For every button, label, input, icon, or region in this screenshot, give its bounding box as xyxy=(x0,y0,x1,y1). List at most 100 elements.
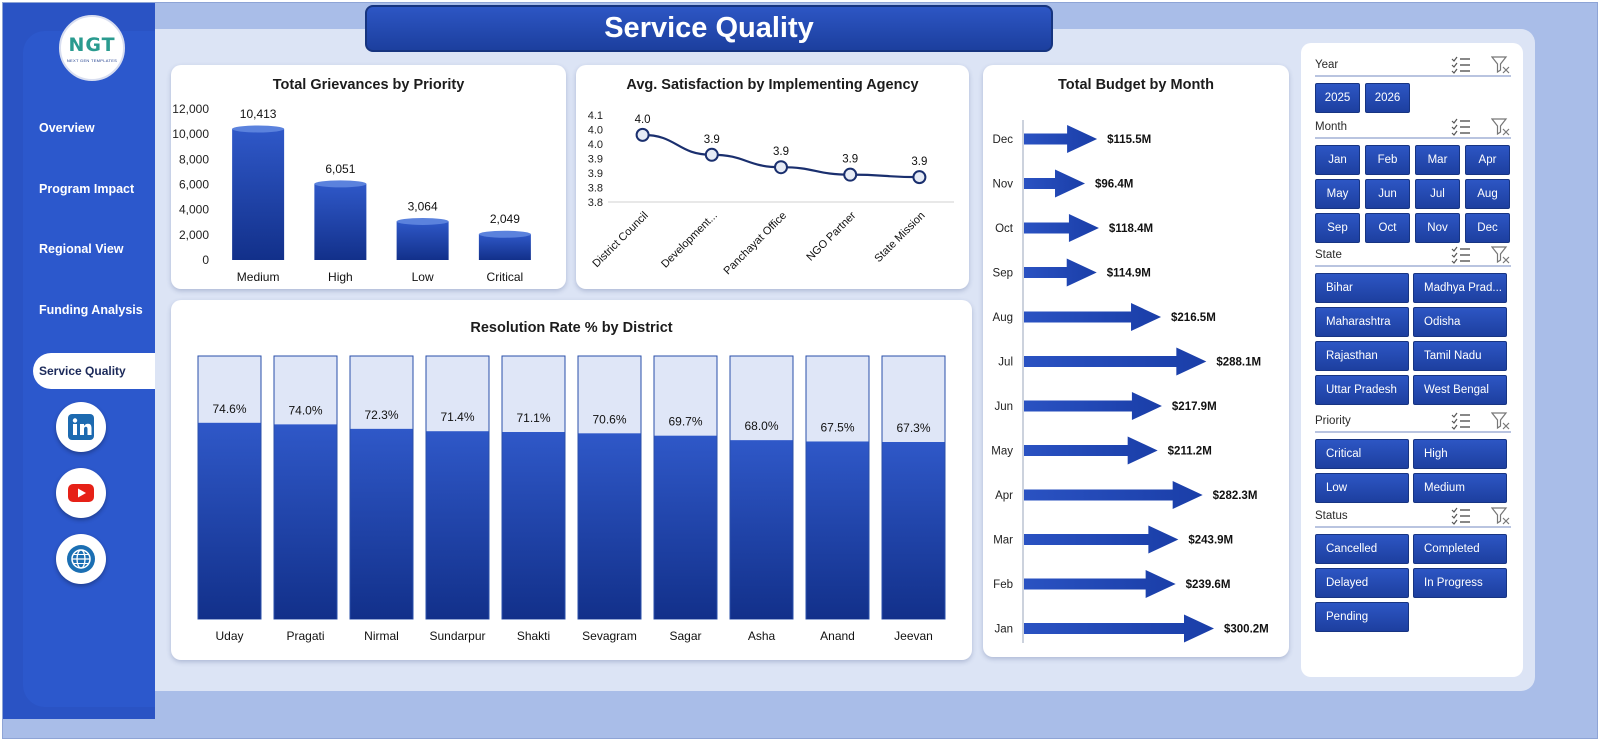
logo-subtext: NEXT GEN TEMPLATES xyxy=(66,57,118,63)
data-label: 3.9 xyxy=(911,156,927,168)
status-pending-button[interactable]: Pending xyxy=(1315,602,1409,632)
data-label: $211.2M xyxy=(1168,446,1212,458)
resolution-bar-fill[interactable] xyxy=(806,441,869,619)
state-rajasthan-button[interactable]: Rajasthan xyxy=(1315,341,1409,371)
resolution-bar-fill[interactable] xyxy=(578,433,641,619)
budget-arrow[interactable] xyxy=(1024,125,1098,153)
budget-arrow[interactable] xyxy=(1024,169,1086,198)
budget-arrow[interactable] xyxy=(1024,214,1099,242)
category-label: Sundarpur xyxy=(429,629,485,643)
budget-arrow[interactable] xyxy=(1024,392,1162,420)
month-mar-button[interactable]: Mar xyxy=(1415,145,1460,175)
month-jun-button[interactable]: Jun xyxy=(1365,179,1410,209)
grievance-bar[interactable] xyxy=(396,221,449,260)
resolution-bar-fill[interactable] xyxy=(502,432,565,619)
satisfaction-point[interactable] xyxy=(704,147,719,162)
category-label: Panchayat Office xyxy=(722,210,790,278)
year-2026-button[interactable]: 2026 xyxy=(1365,83,1410,113)
satisfaction-chart-title: Avg. Satisfaction by Implementing Agency xyxy=(626,77,919,93)
data-label: 74.0% xyxy=(288,403,322,417)
month-dec-button[interactable]: Dec xyxy=(1465,213,1510,243)
clear-filter-icon[interactable] xyxy=(1491,118,1511,136)
month-jan-button[interactable]: Jan xyxy=(1315,145,1360,175)
state-uttar-pradesh-button[interactable]: Uttar Pradesh xyxy=(1315,375,1409,405)
resolution-bar-fill[interactable] xyxy=(274,424,337,619)
clear-filter-icon[interactable] xyxy=(1491,56,1511,74)
nav-program-impact[interactable]: Program Impact xyxy=(39,182,135,196)
state-west-bengal-button[interactable]: West Bengal xyxy=(1413,375,1507,405)
budget-arrow[interactable] xyxy=(1024,303,1162,331)
month-feb-button[interactable]: Feb xyxy=(1365,145,1410,175)
multi-select-icon[interactable] xyxy=(1451,56,1471,74)
nav-service-quality[interactable]: Service Quality xyxy=(33,353,155,389)
month-slicer-title: Month xyxy=(1315,121,1347,133)
resolution-bar-fill[interactable] xyxy=(350,428,413,619)
state-odisha-button[interactable]: Odisha xyxy=(1413,307,1507,337)
nav-regional-view[interactable]: Regional View xyxy=(39,242,124,256)
logo-mark: NGT xyxy=(68,33,116,56)
state-bihar-button[interactable]: Bihar xyxy=(1315,273,1409,303)
month-apr-button[interactable]: Apr xyxy=(1465,145,1510,175)
category-label: Medium xyxy=(237,270,280,284)
status-completed-button[interactable]: Completed xyxy=(1413,534,1507,564)
satisfaction-point[interactable] xyxy=(843,167,858,182)
satisfaction-chart: 4.1 4.0 4.0 3.9 3.9 3.8 3.8 4.0 District Council… xyxy=(588,110,954,278)
resolution-bar-fill[interactable] xyxy=(426,431,489,619)
clear-filter-icon[interactable] xyxy=(1491,507,1511,525)
state-tamil-nadu-button[interactable]: Tamil Nadu xyxy=(1413,341,1507,371)
month-oct-button[interactable]: Oct xyxy=(1365,213,1410,243)
month-nov-button[interactable]: Nov xyxy=(1415,213,1460,243)
grievance-bar[interactable] xyxy=(478,234,531,260)
satisfaction-point[interactable] xyxy=(635,127,650,142)
state-maharashtra-button[interactable]: Maharashtra xyxy=(1315,307,1409,337)
clear-filter-icon[interactable] xyxy=(1491,246,1511,264)
clear-filter-icon[interactable] xyxy=(1491,412,1511,430)
year-2025-button[interactable]: 2025 xyxy=(1315,83,1360,113)
status-in-progress-button[interactable]: In Progress xyxy=(1413,568,1507,598)
multi-select-icon[interactable] xyxy=(1451,246,1471,264)
slicer-actions xyxy=(1451,412,1511,430)
budget-arrow[interactable] xyxy=(1024,614,1214,643)
priority-medium-button[interactable]: Medium xyxy=(1413,473,1507,503)
resolution-bar-fill[interactable] xyxy=(654,435,717,619)
month-may-button[interactable]: May xyxy=(1315,179,1360,209)
multi-select-icon[interactable] xyxy=(1451,118,1471,136)
y-tick-label: 4.0 xyxy=(588,139,603,151)
data-label: 3,064 xyxy=(408,199,438,213)
grievance-bar[interactable] xyxy=(232,128,285,260)
budget-arrow[interactable] xyxy=(1024,347,1207,376)
satisfaction-point[interactable] xyxy=(774,160,788,175)
linkedin-icon[interactable] xyxy=(56,402,106,452)
resolution-bar-fill[interactable] xyxy=(882,442,945,619)
multi-select-icon[interactable] xyxy=(1451,412,1471,430)
state-madhya-prad-button[interactable]: Madhya Prad... xyxy=(1413,273,1507,303)
budget-arrow[interactable] xyxy=(1024,436,1158,465)
multi-select-icon[interactable] xyxy=(1451,507,1471,525)
month-label: Sep xyxy=(993,268,1013,280)
priority-high-button[interactable]: High xyxy=(1413,439,1507,469)
data-label: $118.4M xyxy=(1109,223,1153,235)
nav-funding-analysis[interactable]: Funding Analysis xyxy=(39,303,143,317)
satisfaction-point[interactable] xyxy=(912,170,927,185)
budget-arrow[interactable] xyxy=(1024,525,1179,554)
data-label: $300.2M xyxy=(1224,624,1269,636)
budget-arrow[interactable] xyxy=(1024,481,1203,509)
resolution-bar-fill[interactable] xyxy=(730,440,793,619)
status-delayed-button[interactable]: Delayed xyxy=(1315,568,1409,598)
grievance-bar[interactable] xyxy=(314,183,367,260)
budget-arrow[interactable] xyxy=(1024,258,1097,287)
month-jul-button[interactable]: Jul xyxy=(1415,179,1460,209)
month-sep-button[interactable]: Sep xyxy=(1315,213,1360,243)
category-label: Sagar xyxy=(669,629,701,643)
status-cancelled-button[interactable]: Cancelled xyxy=(1315,534,1409,564)
nav-overview[interactable]: Overview xyxy=(39,121,95,135)
priority-critical-button[interactable]: Critical xyxy=(1315,439,1409,469)
youtube-icon[interactable] xyxy=(56,468,106,518)
resolution-bar-fill[interactable] xyxy=(198,422,261,619)
data-label: 6,051 xyxy=(325,162,355,176)
budget-arrow[interactable] xyxy=(1024,570,1176,598)
priority-low-button[interactable]: Low xyxy=(1315,473,1409,503)
month-aug-button[interactable]: Aug xyxy=(1465,179,1510,209)
globe-icon[interactable] xyxy=(56,534,106,584)
